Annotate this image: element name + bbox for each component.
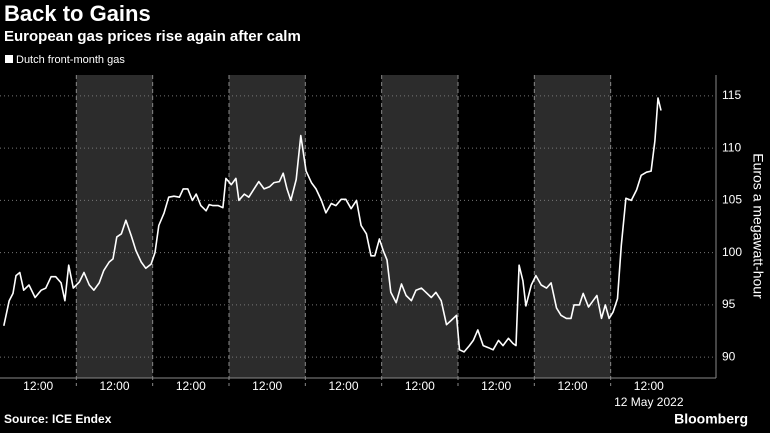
y-tick-label: 115 — [722, 88, 741, 102]
y-tick-label: 110 — [722, 140, 741, 154]
x-tick-label: 12:00 — [252, 379, 282, 393]
x-tick-label: 12:00 — [99, 379, 129, 393]
y-tick-label: 95 — [722, 297, 736, 311]
shaded-band — [76, 75, 153, 378]
x-tick-label: 12:00 — [405, 379, 435, 393]
chart-subtitle: European gas prices rise again after cal… — [4, 28, 301, 45]
plot-area: 90 95 100 105 110 115 12:00 12:00 12:00 12:00 12:0… — [0, 75, 742, 409]
price-line — [3, 97, 662, 353]
x-tick-label: 12:00 — [176, 379, 206, 393]
x-tick-label: 12:00 — [634, 379, 664, 393]
y-axis-label: Euros a megawatt-hour — [750, 153, 766, 299]
legend-swatch — [5, 55, 13, 63]
x-tick-label: 12:00 — [481, 379, 511, 393]
x-tick-label: 12:00 — [328, 379, 358, 393]
chart-title: Back to Gains — [4, 1, 151, 26]
y-tick-label: 90 — [722, 349, 736, 363]
x-tick-label: 12:00 — [557, 379, 587, 393]
source: Source: ICE Endex — [4, 412, 112, 426]
shaded-band — [381, 75, 458, 378]
shaded-band — [534, 75, 611, 378]
brand: Bloomberg — [674, 411, 748, 427]
legend-label: Dutch front-month gas — [16, 54, 125, 66]
date-label: 12 May 2022 — [614, 395, 684, 409]
shaded-band — [228, 75, 306, 378]
y-tick-label: 105 — [722, 193, 742, 207]
y-tick-label: 100 — [722, 245, 742, 259]
x-tick-label: 12:00 — [23, 379, 53, 393]
